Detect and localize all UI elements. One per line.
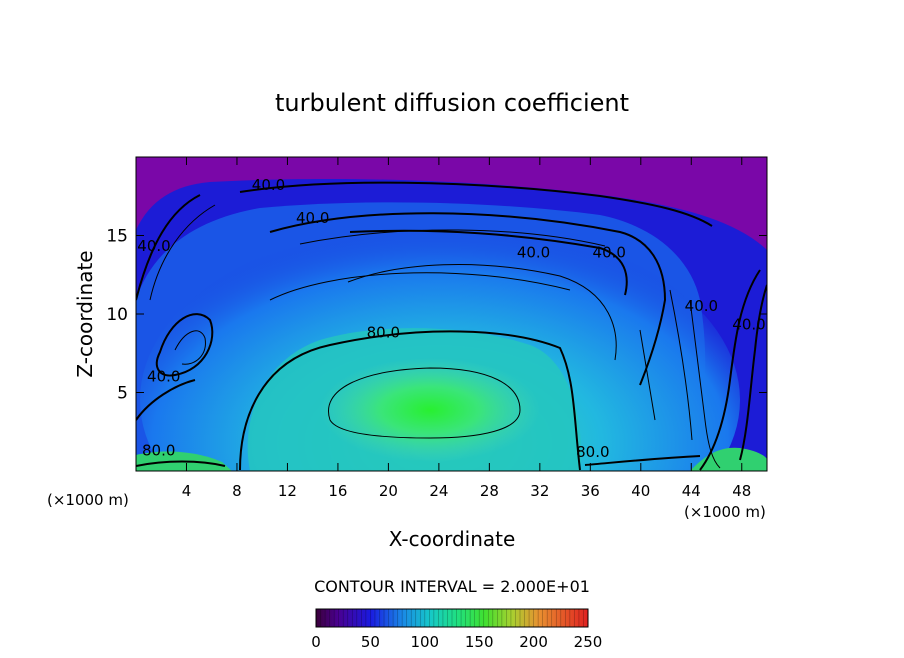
y-tick-label: 15: [106, 227, 128, 247]
y-axis-ticks: 5 10 15: [106, 227, 767, 404]
x-tick-label: 40: [631, 482, 650, 500]
x-tick-label: 20: [379, 482, 398, 500]
x-axis-label: X-coordinate: [389, 527, 516, 551]
contour-label: 80.0: [367, 324, 400, 342]
y-tick-label: 10: [106, 305, 128, 325]
colorbar-tick-label: 200: [519, 633, 548, 651]
contour-label: 40.0: [147, 368, 180, 386]
colorbar-tick-label: 50: [361, 633, 380, 651]
x-axis-unit-left: (×1000 m): [47, 491, 129, 509]
y-tick-label: 5: [117, 384, 128, 404]
contour-label: 80.0: [576, 443, 609, 461]
colorbar: [315, 608, 589, 628]
colorbar-tick-label: 150: [465, 633, 494, 651]
x-tick-label: 28: [480, 482, 499, 500]
contour-interval-text: CONTOUR INTERVAL = 2.000E+01: [314, 577, 590, 596]
contour-label: 40.0: [685, 297, 718, 315]
colorbar-tick-label: 0: [311, 633, 321, 651]
contour-lines: [136, 181, 767, 471]
x-tick-label: 4: [182, 482, 192, 500]
colorbar-stripes: [320, 609, 584, 627]
x-tick-label: 36: [581, 482, 600, 500]
field-core-region: [320, 358, 540, 462]
y-axis-label: Z-coordinate: [73, 250, 97, 377]
colorbar-tick-label: 100: [410, 633, 439, 651]
x-tick-label: 8: [232, 482, 242, 500]
contour-label: 80.0: [142, 441, 175, 459]
field-bottom-right-high: [690, 447, 767, 471]
contour-label: 40.0: [517, 243, 550, 261]
x-tick-label: 44: [682, 482, 701, 500]
x-tick-label: 48: [732, 482, 751, 500]
plot-area: [136, 157, 767, 471]
x-tick-label: 16: [328, 482, 347, 500]
contour-label: 40.0: [252, 176, 285, 194]
colorbar-tick-label: 250: [574, 633, 603, 651]
contour-label: 40.0: [296, 209, 329, 227]
contour-label: 40.0: [137, 237, 170, 255]
x-axis-ticks: 4 8 12 16 20 24 28 32 36 40 44 48: [182, 157, 751, 500]
contour-label: 40.0: [593, 243, 626, 261]
x-axis-unit-right: (×1000 m): [684, 503, 766, 521]
x-tick-label: 12: [278, 482, 297, 500]
colorbar-tick-labels: 0 50 100 150 200 250: [311, 633, 602, 651]
contour-label-group: 40.0 40.0 40.0 40.0 40.0 40.0 40.0 40.0 80.0 80.0…: [137, 176, 765, 461]
x-tick-label: 32: [530, 482, 549, 500]
x-tick-label: 24: [429, 482, 448, 500]
contour-label: 40.0: [732, 316, 765, 334]
chart-title: turbulent diffusion coefficient: [275, 89, 629, 117]
